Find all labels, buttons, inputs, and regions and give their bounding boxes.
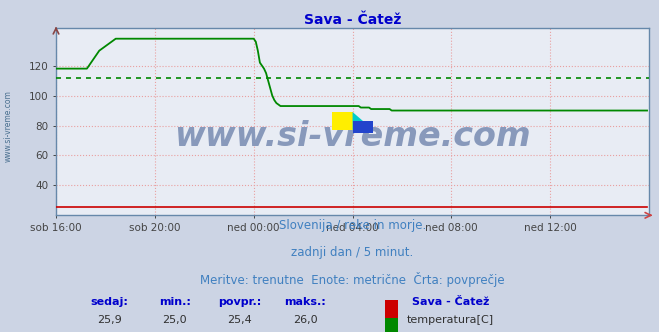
Title: Sava - Čatež: Sava - Čatež (304, 13, 401, 27)
Text: Slovenija / reke in morje.: Slovenija / reke in morje. (279, 219, 426, 232)
Bar (332, 112, 353, 130)
Text: 25,9: 25,9 (97, 315, 122, 325)
Text: temperatura[C]: temperatura[C] (407, 315, 494, 325)
Bar (353, 121, 373, 133)
Text: 25,0: 25,0 (162, 315, 187, 325)
Text: sedaj:: sedaj: (90, 297, 129, 307)
Text: www.si-vreme.com: www.si-vreme.com (4, 90, 13, 162)
Text: 25,4: 25,4 (227, 315, 252, 325)
Text: povpr.:: povpr.: (218, 297, 262, 307)
Bar (386, 318, 398, 332)
Text: min.:: min.: (159, 297, 190, 307)
Text: zadnji dan / 5 minut.: zadnji dan / 5 minut. (291, 246, 414, 259)
Bar (386, 300, 398, 321)
Text: 26,0: 26,0 (293, 315, 318, 325)
Text: maks.:: maks.: (284, 297, 326, 307)
Text: www.si-vreme.com: www.si-vreme.com (174, 120, 531, 153)
Text: Meritve: trenutne  Enote: metrične  Črta: povprečje: Meritve: trenutne Enote: metrične Črta: … (200, 272, 505, 287)
Polygon shape (353, 112, 373, 130)
Text: Sava - Čatež: Sava - Čatež (412, 297, 489, 307)
